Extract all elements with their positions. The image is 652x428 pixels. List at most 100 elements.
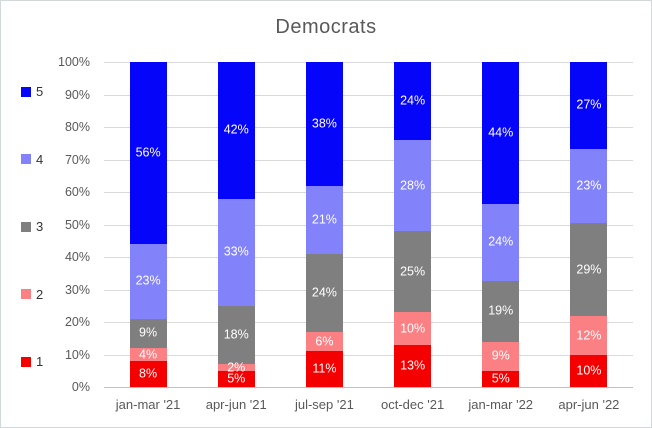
y-tick-label: 100% [58, 55, 90, 69]
bar-segment-series-3 [129, 318, 167, 348]
bar-segment-series-4 [570, 148, 608, 223]
y-tick-label: 40% [64, 250, 90, 264]
gridline [104, 257, 633, 258]
gridline [104, 192, 633, 193]
bar-segment-series-5 [570, 62, 608, 149]
data-label: 19% [488, 303, 514, 318]
data-label: 18% [223, 327, 249, 342]
bar-segment-series-1 [217, 370, 255, 387]
y-tick-label: 10% [64, 348, 90, 362]
legend-label: 2 [36, 286, 44, 302]
data-label: 10% [400, 321, 426, 335]
bar-segment-series-5 [482, 62, 520, 204]
bar-segment-series-3 [305, 253, 343, 332]
bar-segment-series-3 [482, 280, 520, 342]
data-label: 29% [576, 262, 602, 277]
bar-segment-series-5 [217, 62, 255, 199]
gridline [104, 225, 633, 226]
data-label: 28% [400, 178, 426, 192]
bar-segment-series-1 [570, 354, 608, 387]
data-label: 38% [311, 116, 337, 131]
data-label: 9% [491, 348, 510, 363]
legend-swatch-icon [21, 356, 31, 367]
bar-segment-series-2 [482, 341, 520, 371]
bar-segment-series-2 [570, 316, 608, 355]
data-label: 6% [315, 334, 334, 348]
bar-segment-series-5 [129, 62, 167, 244]
bar-segment-series-4 [217, 198, 255, 306]
data-label: 44% [488, 125, 514, 140]
legend-item-5: 5 [21, 85, 43, 98]
legend-item-4: 4 [21, 153, 43, 166]
data-label: 4% [139, 347, 158, 361]
data-label: 5% [227, 371, 246, 386]
category-label: oct-dec '21 [380, 397, 445, 412]
y-tick-label: 60% [64, 185, 90, 199]
data-label: 8% [139, 366, 158, 381]
y-tick-label: 80% [64, 120, 90, 134]
category-label: jul-sep '21 [294, 397, 354, 412]
data-label: 10% [576, 363, 602, 378]
bar-segment-series-2 [394, 312, 432, 345]
gridline [104, 160, 633, 161]
bar-segment-series-4 [305, 185, 343, 254]
y-tick-label: 90% [64, 88, 90, 102]
data-label: 13% [400, 358, 426, 373]
data-label: 12% [576, 328, 602, 342]
data-label: 27% [576, 97, 602, 112]
bar-segment-series-1 [394, 344, 432, 387]
bar-segment-series-2 [129, 348, 167, 361]
bar-segment-series-4 [129, 244, 167, 319]
data-label: 33% [223, 244, 249, 259]
bar-segment-series-4 [482, 203, 520, 281]
legend-item-1: 1 [21, 355, 43, 368]
bar-segment-series-1 [482, 370, 520, 387]
data-label: 23% [135, 273, 161, 288]
bar-segment-series-1 [129, 361, 167, 387]
data-label: 2% [227, 360, 246, 374]
data-label: 21% [311, 212, 337, 227]
gridline [104, 95, 633, 96]
data-label: 56% [135, 145, 161, 160]
category-label: apr-jun '22 [558, 397, 620, 412]
data-label: 5% [491, 371, 510, 386]
bar-segment-series-5 [394, 62, 432, 140]
chart-title: Democrats [275, 16, 377, 38]
category-label: jan-mar '22 [468, 397, 534, 412]
legend-label: 3 [36, 219, 44, 234]
data-label: 23% [576, 178, 602, 193]
bar-segment-series-5 [305, 62, 343, 186]
bar-segment-series-2 [305, 331, 343, 352]
legend-swatch-icon [21, 86, 31, 97]
category-label: jan-mar '21 [115, 397, 181, 412]
y-tick-label: 20% [64, 315, 90, 329]
legend-label: 1 [36, 354, 44, 369]
data-label: 11% [312, 361, 337, 376]
legend-label: 4 [36, 151, 44, 167]
y-tick-label: 0% [71, 380, 90, 394]
category-label: apr-jun '21 [205, 397, 267, 412]
x-axis-line [104, 387, 633, 388]
bar-segment-series-3 [217, 305, 255, 365]
legend-swatch-icon [21, 154, 31, 164]
bar-segment-series-2 [217, 364, 255, 371]
legend-label: 5 [36, 84, 44, 99]
y-tick-label: 30% [64, 283, 90, 297]
bar-segment-series-4 [394, 140, 432, 231]
gridline [104, 62, 633, 63]
legend-item-3: 3 [21, 220, 43, 233]
gridline [104, 127, 633, 128]
legend-swatch-icon [21, 221, 31, 232]
data-label: 42% [223, 122, 249, 137]
data-label: 24% [400, 93, 426, 108]
data-label: 25% [400, 264, 426, 279]
legend-item-2: 2 [21, 288, 43, 301]
legend-swatch-icon [21, 289, 31, 299]
y-tick-label: 70% [64, 153, 90, 167]
data-label: 24% [311, 285, 337, 300]
gridline [104, 290, 633, 291]
bar-segment-series-3 [570, 222, 608, 317]
data-label: 24% [488, 234, 514, 249]
bar-segment-series-1 [305, 351, 343, 387]
